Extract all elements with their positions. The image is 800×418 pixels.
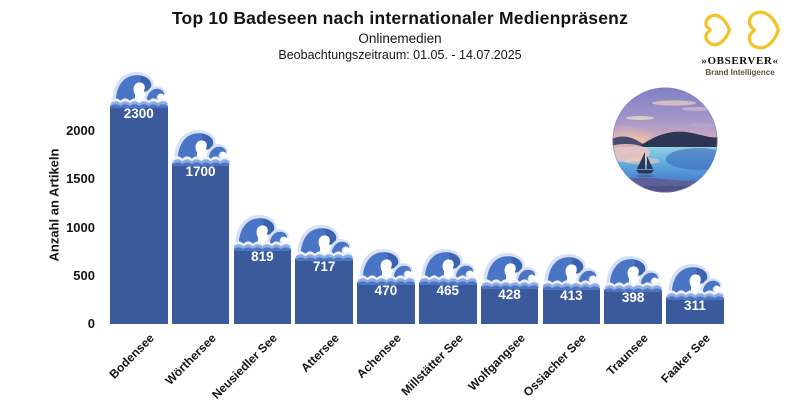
bar: 2300 — [110, 102, 168, 324]
x-axis-category-label: Millstätter See — [398, 331, 466, 399]
ocean-wave-icon — [110, 68, 168, 108]
x-axis-category-label: Attersee — [298, 331, 343, 375]
bar-value-label: 428 — [498, 286, 521, 302]
y-tick-label: 1000 — [66, 219, 95, 235]
ocean-wave-icon — [172, 126, 230, 166]
bar: 413 — [542, 284, 601, 324]
ocean-wave-icon — [542, 250, 600, 290]
bar: 465 — [419, 279, 477, 324]
ocean-wave-icon — [419, 245, 477, 285]
y-tick-label: 0 — [87, 316, 95, 331]
observer-logo: »OBSERVER« Brand Intelligence — [690, 6, 790, 77]
y-axis-title: Anzahl an Artikeln — [46, 148, 62, 262]
x-axis-category-label: Achensee — [353, 331, 404, 381]
x-axis-category-label: Ossiacher See — [520, 331, 590, 400]
ocean-wave-icon — [233, 211, 291, 251]
bar-value-label: 465 — [436, 283, 460, 299]
x-axis-category-label: Bodensee — [106, 331, 157, 382]
bar: 819 — [233, 244, 292, 324]
brand-name: »OBSERVER« — [701, 55, 779, 67]
bar-value-label: 1700 — [185, 163, 216, 179]
brand-tagline: Brand Intelligence — [705, 68, 775, 77]
observation-period: Beobachtungszeitraum: 01.05. - 14.07.202… — [278, 48, 522, 62]
bar-value-label: 470 — [374, 282, 398, 298]
ocean-wave-icon — [481, 249, 539, 289]
x-axis-category-label: Faaker See — [658, 331, 713, 386]
bar: 717 — [295, 254, 353, 324]
y-tick-label: 1500 — [66, 171, 95, 187]
y-tick-label: 2000 — [66, 123, 95, 138]
bar-value-label: 717 — [312, 258, 336, 274]
x-axis-category-label: Wörthersee — [161, 331, 219, 388]
x-axis-category-label: Neusiedler See — [209, 331, 281, 402]
bar-value-label: 311 — [684, 297, 706, 313]
x-axis-category-label: Wolfgangsee — [464, 331, 528, 394]
bar: 398 — [604, 285, 662, 324]
bar: 1700 — [171, 159, 230, 324]
lake-sunset-photo — [612, 87, 718, 193]
x-axis-category-label: Traunsee — [603, 331, 652, 379]
bar-value-label: 2300 — [123, 106, 154, 122]
bar-value-label: 398 — [621, 289, 645, 305]
bar: 428 — [480, 282, 539, 324]
bar-value-label: 819 — [251, 248, 274, 264]
bar-value-label: 413 — [560, 288, 583, 304]
ocean-wave-icon — [666, 260, 724, 300]
ocean-wave-icon — [604, 252, 662, 292]
double-chevron-icon — [704, 10, 781, 50]
chart-title: Top 10 Badeseen nach internationaler Med… — [171, 8, 629, 28]
y-tick-label: 500 — [73, 267, 95, 283]
ocean-wave-icon — [357, 245, 415, 285]
chart-subtitle: Onlinemedien — [358, 31, 442, 46]
ocean-wave-icon — [295, 221, 353, 261]
bar: 470 — [357, 278, 415, 324]
